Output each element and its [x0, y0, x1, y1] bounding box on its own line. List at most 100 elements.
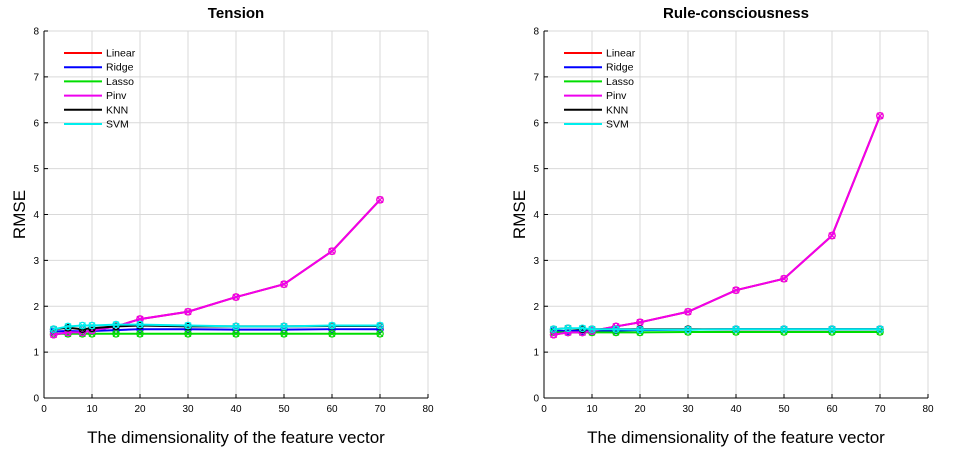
- data-point-marker: [64, 323, 72, 330]
- x-axis-label: The dimensionality of the feature vector: [87, 428, 385, 447]
- x-tick-label: 20: [634, 404, 646, 415]
- data-point: [64, 322, 72, 331]
- x-tick-label: 70: [874, 404, 886, 415]
- data-point-marker: [232, 330, 240, 338]
- data-point: [376, 196, 384, 204]
- legend: Linear Ridge Lasso Pinv KNN SVM: [64, 48, 136, 131]
- data-point-marker: [136, 321, 144, 328]
- data-point-marker: [50, 331, 57, 339]
- data-point: [280, 329, 288, 338]
- data-point-marker: [112, 330, 120, 338]
- data-point-marker: [828, 232, 836, 239]
- data-point-marker: [732, 286, 740, 294]
- y-tick-label: 7: [33, 72, 39, 83]
- data-point-marker: [876, 325, 884, 333]
- data-point-marker: [876, 112, 884, 120]
- data-point: [588, 325, 596, 333]
- y-tick-label: 2: [33, 302, 39, 313]
- data-point-marker: [328, 322, 336, 329]
- data-point-marker: [732, 325, 740, 333]
- legend-label: KNN: [606, 104, 628, 116]
- data-point: [376, 329, 384, 338]
- data-point: [184, 321, 192, 330]
- data-point-marker: [780, 275, 788, 283]
- data-point: [184, 307, 192, 316]
- y-tick-label: 1: [533, 348, 539, 359]
- y-tick-label: 3: [33, 256, 39, 267]
- data-point: [549, 330, 558, 339]
- data-point-marker: [780, 325, 788, 333]
- x-tick-label: 0: [41, 404, 47, 415]
- x-tick-label: 30: [682, 404, 694, 415]
- y-tick-label: 7: [533, 72, 539, 83]
- y-tick-label: 0: [33, 394, 39, 405]
- data-point: [280, 322, 288, 331]
- data-point: [328, 321, 336, 330]
- y-tick-label: 8: [33, 27, 39, 38]
- data-point: [328, 247, 336, 256]
- chart-panel-1: 0 10 20 30 40 50 60 70 80 0 1 2 3 4 5 6 7 8 Tension The dim…: [10, 5, 434, 447]
- data-point-marker: [550, 325, 557, 333]
- data-point-marker: [684, 308, 692, 316]
- x-tick-label: 50: [278, 404, 290, 415]
- y-tick-label: 0: [533, 394, 539, 405]
- legend-label: Lasso: [106, 76, 134, 88]
- y-tick-label: 1: [33, 348, 39, 359]
- data-point: [49, 325, 58, 333]
- y-tick-label: 5: [33, 164, 39, 175]
- x-tick-label: 40: [230, 404, 242, 415]
- data-point-marker: [232, 293, 240, 301]
- legend-label: Ridge: [106, 62, 134, 74]
- data-point-marker: [376, 322, 384, 329]
- data-point: [112, 320, 120, 329]
- data-point-marker: [280, 280, 288, 288]
- data-point: [612, 325, 620, 333]
- data-point: [636, 325, 644, 334]
- legend: Linear Ridge Lasso Pinv KNN SVM: [564, 48, 636, 131]
- legend-label: Linear: [106, 48, 136, 60]
- data-point: [136, 329, 144, 338]
- data-point-marker: [184, 330, 192, 338]
- data-point-marker: [684, 326, 692, 333]
- data-point-marker: [79, 322, 86, 329]
- data-point: [328, 329, 336, 338]
- data-point: [780, 274, 788, 283]
- chart-title: Rule-consciousness: [663, 5, 809, 22]
- data-point-marker: [50, 325, 57, 333]
- data-point: [376, 321, 384, 330]
- data-point-marker: [136, 330, 144, 338]
- x-tick-label: 80: [922, 404, 934, 415]
- x-tick-label: 10: [586, 404, 598, 415]
- data-point: [828, 325, 836, 333]
- data-point-marker: [184, 308, 192, 316]
- y-tick-label: 4: [533, 210, 539, 221]
- data-point: [684, 325, 692, 334]
- data-point-marker: [280, 323, 288, 330]
- data-point: [232, 322, 240, 331]
- legend-label: Ridge: [606, 62, 634, 74]
- data-point: [88, 321, 96, 330]
- x-tick-label: 0: [541, 404, 547, 415]
- y-tick-label: 4: [33, 210, 39, 221]
- x-tick-label: 60: [326, 404, 338, 415]
- y-tick-label: 2: [533, 302, 539, 313]
- legend-label: KNN: [106, 104, 128, 116]
- data-point: [578, 324, 587, 333]
- data-point: [780, 325, 788, 333]
- legend-label: Pinv: [606, 90, 627, 102]
- y-tick-label: 6: [533, 118, 539, 129]
- data-point: [564, 324, 572, 333]
- data-point: [549, 325, 558, 333]
- data-point-marker: [636, 326, 644, 333]
- x-tick-label: 10: [86, 404, 98, 415]
- data-point-marker: [280, 330, 288, 338]
- y-tick-label: 6: [33, 118, 39, 129]
- y-tick-label: 3: [533, 256, 539, 267]
- data-point-marker: [328, 330, 336, 338]
- data-point: [112, 329, 120, 338]
- x-axis-label: The dimensionality of the feature vector: [587, 428, 885, 447]
- legend-label: SVM: [606, 119, 629, 131]
- data-point: [684, 307, 692, 316]
- data-point-marker: [112, 321, 120, 328]
